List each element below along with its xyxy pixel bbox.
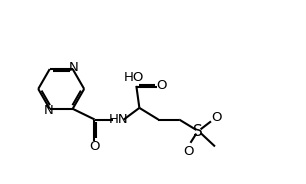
Text: O: O [183,145,194,158]
Text: N: N [69,61,79,74]
Text: O: O [156,79,167,92]
Text: O: O [89,140,100,153]
Text: HO: HO [124,71,144,84]
Text: N: N [44,104,53,116]
Text: HN: HN [109,113,129,126]
Text: S: S [193,124,203,139]
Text: O: O [211,112,222,125]
